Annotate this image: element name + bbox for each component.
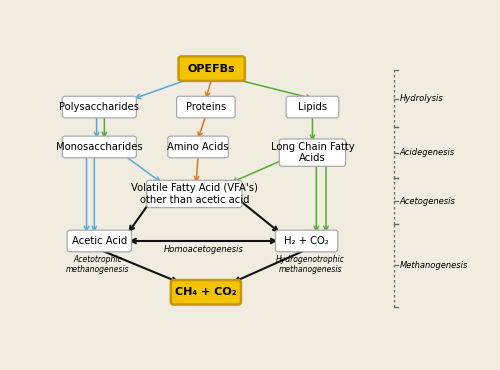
FancyBboxPatch shape [171,280,241,305]
FancyBboxPatch shape [168,136,228,158]
Text: Lipids: Lipids [298,102,327,112]
FancyBboxPatch shape [146,180,242,208]
Text: Hydrogenotrophic
methanogenesis: Hydrogenotrophic methanogenesis [276,255,345,274]
Text: Acidegenesis: Acidegenesis [400,148,455,157]
FancyBboxPatch shape [176,96,235,118]
Text: Monosaccharides: Monosaccharides [56,142,142,152]
Text: Homoacetogenesis: Homoacetogenesis [164,245,244,254]
Text: Long Chain Fatty
Acids: Long Chain Fatty Acids [270,142,354,164]
Text: Hydrolysis: Hydrolysis [400,94,444,103]
Text: Volatile Fatty Acid (VFA's)
other than acetic acid: Volatile Fatty Acid (VFA's) other than a… [131,183,258,205]
FancyBboxPatch shape [67,230,132,252]
FancyBboxPatch shape [286,96,339,118]
Text: CH₄ + CO₂: CH₄ + CO₂ [175,287,236,297]
FancyBboxPatch shape [62,136,136,158]
FancyBboxPatch shape [62,96,136,118]
FancyBboxPatch shape [280,139,345,166]
Text: Acetogenesis: Acetogenesis [400,196,456,206]
FancyBboxPatch shape [276,230,338,252]
Text: Proteins: Proteins [186,102,226,112]
Text: OPEFBs: OPEFBs [188,64,236,74]
Text: Methanogenesis: Methanogenesis [400,261,468,270]
Text: Amino Acids: Amino Acids [168,142,229,152]
Text: Polysaccharides: Polysaccharides [60,102,140,112]
Text: Acetic Acid: Acetic Acid [72,236,127,246]
Text: H₂ + CO₂: H₂ + CO₂ [284,236,329,246]
FancyBboxPatch shape [178,56,245,81]
Text: Acetotrophic
methanogenesis: Acetotrophic methanogenesis [66,255,129,274]
